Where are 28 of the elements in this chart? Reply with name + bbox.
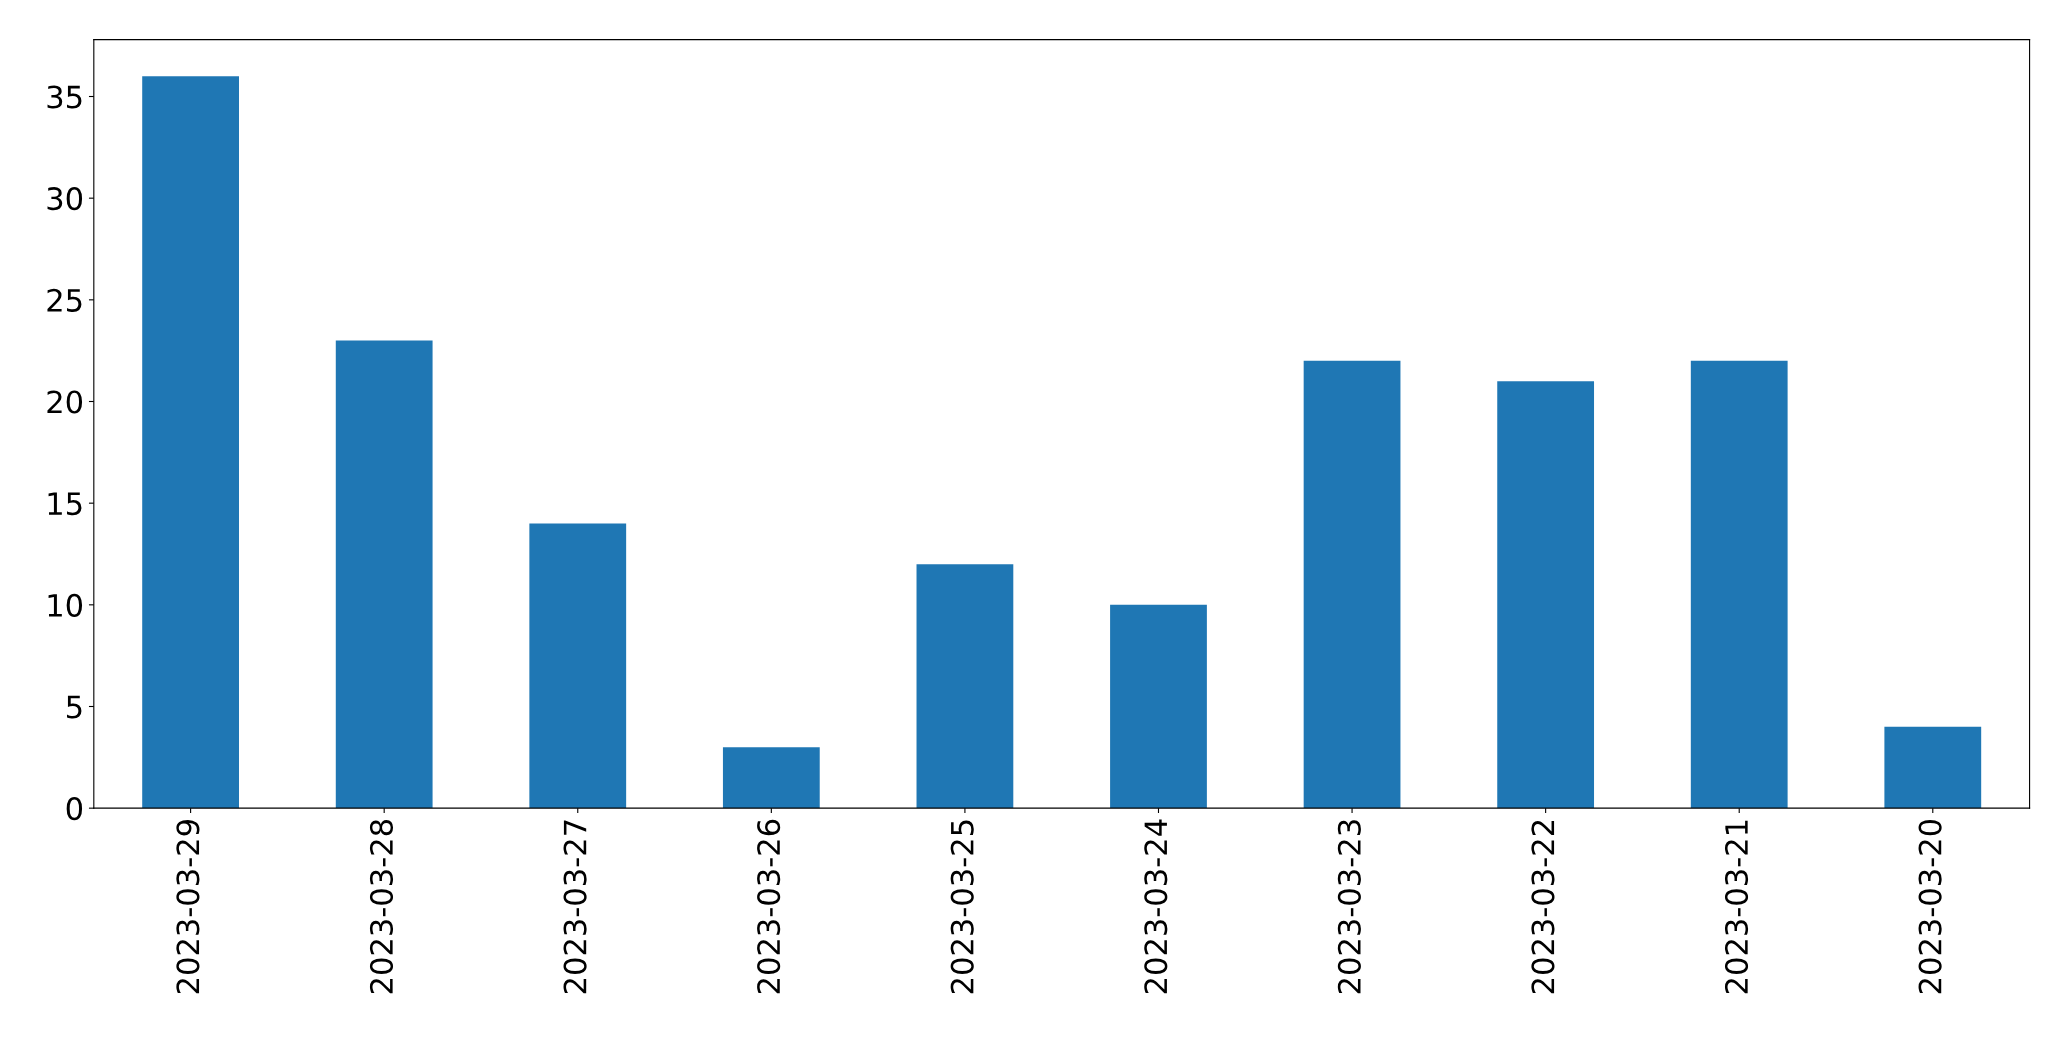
x-tick-label: 2023-03-29 [176,820,200,994]
y-tick-label: 0 [66,797,83,821]
y-tick-label: 15 [48,492,82,516]
x-tick-label: 2023-03-23 [1337,820,1361,994]
x-tick-label: 2023-03-20 [1918,819,1942,994]
bar [1884,726,1982,809]
bar [1303,360,1401,809]
y-tick-label: 20 [47,390,83,414]
y-tick-label: 25 [47,288,82,312]
bar [1497,381,1595,809]
y-tick-label: 35 [47,85,82,109]
bar [916,564,1014,809]
y-tick-label: 10 [48,593,83,617]
x-tick-label: 2023-03-24 [1144,819,1168,994]
bar [529,523,627,809]
bar [722,747,820,809]
x-tick-label: 2023-03-27 [563,820,587,994]
x-tick-label: 2023-03-26 [757,819,781,994]
bar [142,76,239,809]
y-tick-label: 5 [67,695,82,719]
x-tick-label: 2023-03-22 [1531,820,1555,994]
bar [335,340,433,809]
y-tick-label: 30 [47,187,83,211]
x-tick-label: 2023-03-28 [369,819,394,994]
x-tick-label: 2023-03-25 [950,820,974,994]
x-tick-label: 2023-03-21 [1724,820,1749,994]
bar [1110,604,1207,809]
bar [1690,360,1788,809]
